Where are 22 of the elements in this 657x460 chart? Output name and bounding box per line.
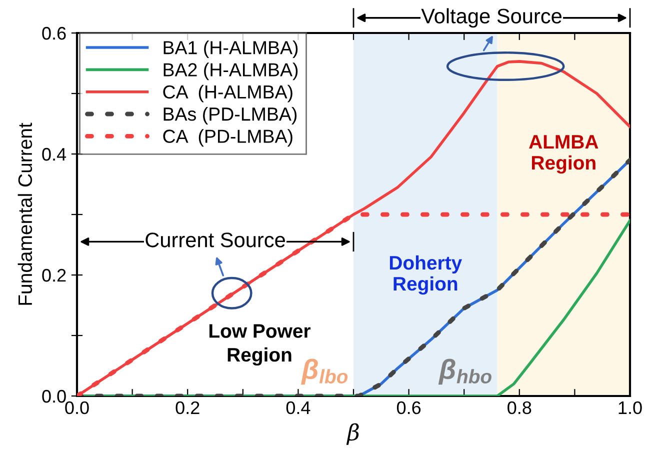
x-tick-label: 1.0 (618, 401, 642, 414)
legend-label: BA2 (H-ALMBA) (164, 62, 298, 80)
x-tick-label: 0.0 (65, 401, 89, 414)
x-tick-label: 0.6 (396, 401, 421, 414)
y-tick-label: 0.6 (42, 26, 66, 40)
text: Voltage Source (421, 8, 562, 28)
y-tick-label: 0.4 (42, 148, 66, 161)
legend-label: CA (PD-LMBA) (163, 129, 292, 147)
band-label: Doherty Region (390, 255, 462, 295)
y-axis-title: Fundamental Current (18, 122, 32, 305)
x-tick-label: 0.4 (286, 401, 310, 414)
band-label: ALMBA Region (529, 135, 598, 174)
annotation: Current Source (146, 232, 285, 248)
y-tick-label: 0.2 (42, 268, 66, 282)
legend-label: BA1 (H-ALMBA) (164, 40, 298, 58)
x-axis-title: β (346, 423, 359, 445)
legend-label: CA (H-ALMBA) (163, 84, 292, 102)
x-tick-label: 0.8 (508, 401, 532, 414)
x-tick-label: 0.2 (176, 401, 200, 414)
legend-label: BAs (PD-LMBA) (164, 107, 297, 124)
y-tick-label: 0.0 (42, 390, 66, 403)
annotation: β$_{hbo}$ (438, 358, 492, 385)
